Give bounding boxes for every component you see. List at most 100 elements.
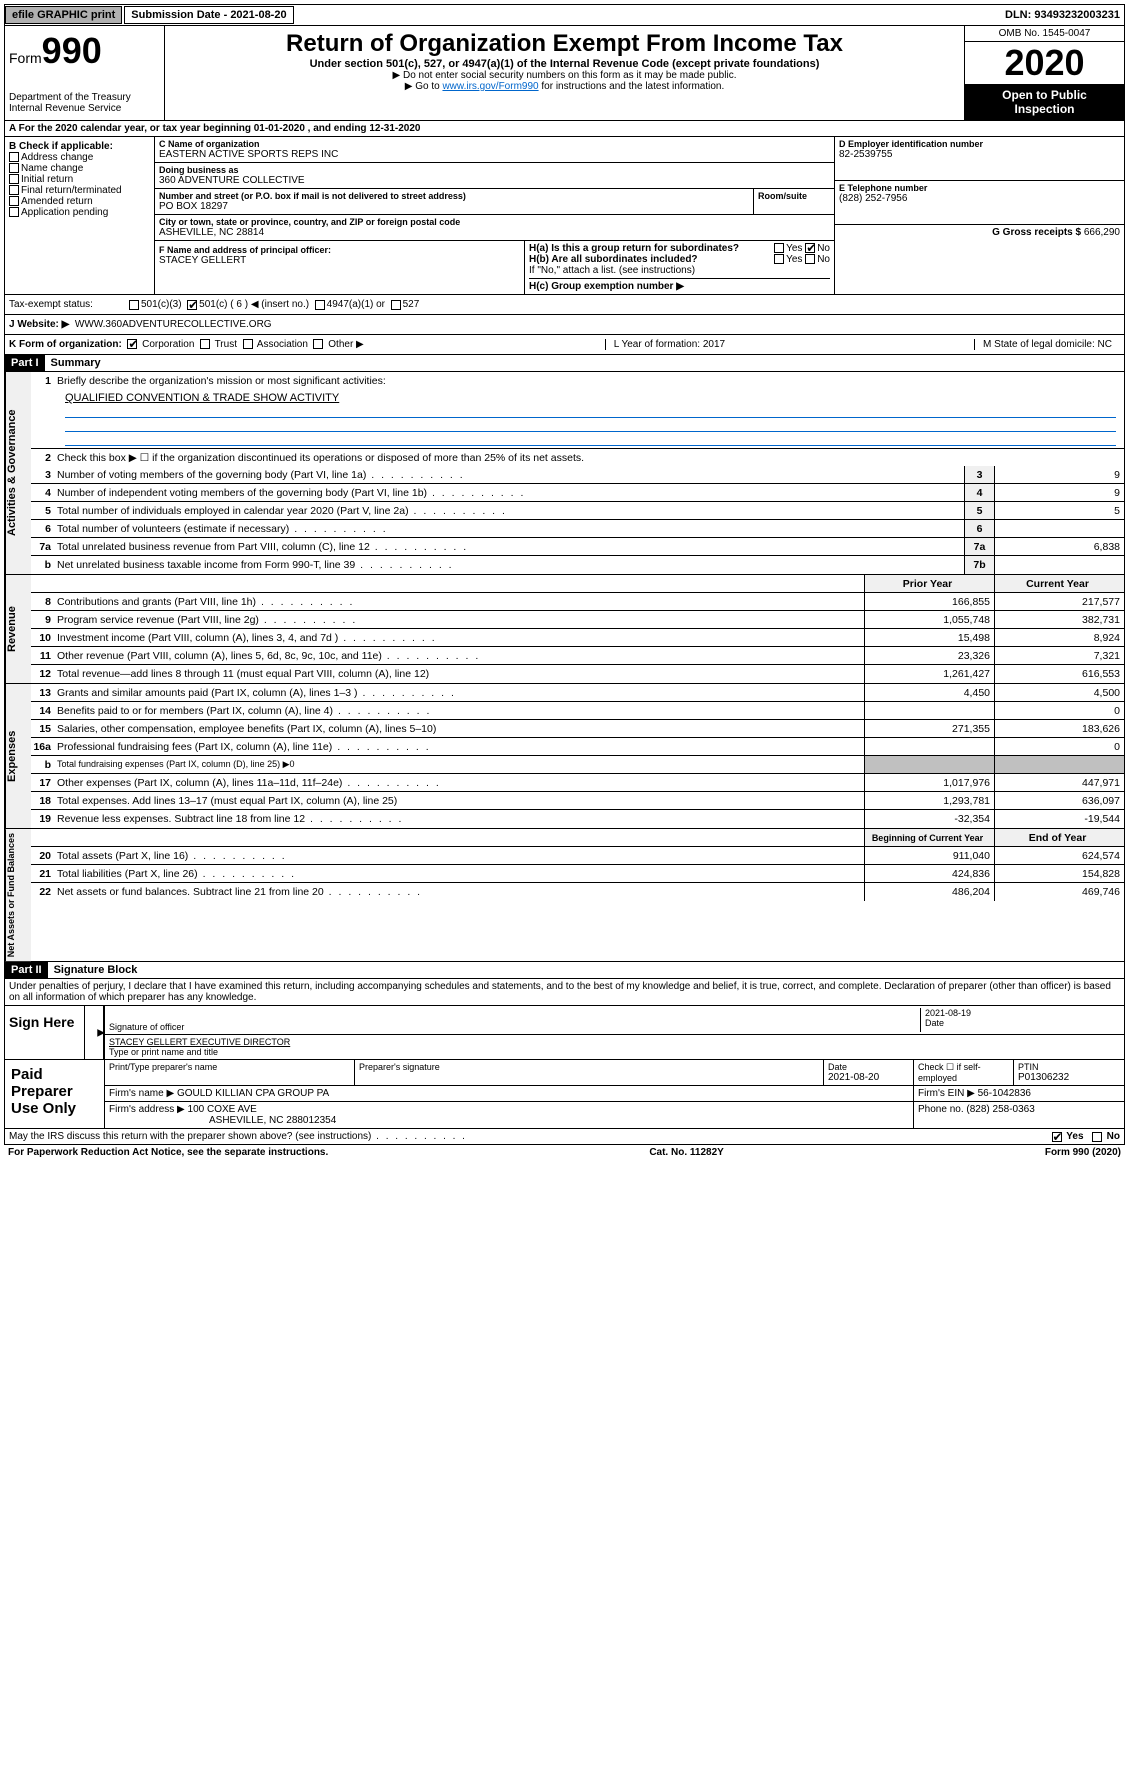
- line12-text: Total revenue—add lines 8 through 11 (mu…: [57, 666, 864, 682]
- line12-prior: 1,261,427: [864, 665, 994, 683]
- perjury-text: Under penalties of perjury, I declare th…: [4, 979, 1125, 1006]
- irs-link[interactable]: www.irs.gov/Form990: [442, 81, 538, 92]
- form-title: Return of Organization Exempt From Incom…: [169, 30, 960, 58]
- phone-value: (828) 252-7956: [839, 193, 1120, 204]
- label-corp: Corporation: [142, 339, 194, 350]
- dln-label: DLN: 93493232003231: [1005, 9, 1124, 21]
- line4-val: 9: [994, 484, 1124, 501]
- hb-yes[interactable]: [774, 254, 784, 264]
- line19-text: Revenue less expenses. Subtract line 18 …: [57, 811, 864, 827]
- prior-year-header: Prior Year: [864, 575, 994, 592]
- check-trust[interactable]: [200, 339, 210, 349]
- part2-header-row: Part II Signature Block: [4, 962, 1125, 979]
- line4-text: Number of independent voting members of …: [57, 485, 964, 501]
- line18-prior: 1,293,781: [864, 792, 994, 809]
- line9-prior: 1,055,748: [864, 611, 994, 628]
- ha-yes-label: Yes: [786, 243, 802, 254]
- check-other[interactable]: [313, 339, 323, 349]
- check-name-label: Name change: [21, 163, 83, 174]
- tab-governance: Activities & Governance: [5, 372, 31, 574]
- omb-number: OMB No. 1545-0047: [965, 26, 1124, 42]
- firm-addr1: 100 COXE AVE: [188, 1104, 257, 1115]
- current-year-header: Current Year: [994, 575, 1124, 592]
- check-final[interactable]: [9, 185, 19, 195]
- form-number: 990: [42, 30, 102, 71]
- summary-netassets: Net Assets or Fund Balances Beginning of…: [4, 829, 1125, 962]
- goto-post: for instructions and the latest informat…: [539, 81, 725, 92]
- efile-button[interactable]: efile GRAPHIC print: [5, 6, 122, 24]
- city-value: ASHEVILLE, NC 28814: [159, 227, 830, 238]
- line22-prior: 486,204: [864, 883, 994, 901]
- website-value: WWW.360ADVENTURECOLLECTIVE.ORG: [75, 319, 272, 330]
- gross-value: 666,290: [1084, 227, 1120, 238]
- check-address[interactable]: [9, 152, 19, 162]
- ha-yes[interactable]: [774, 243, 784, 253]
- submission-date: Submission Date - 2021-08-20: [124, 6, 293, 24]
- hb-note: If "No," attach a list. (see instruction…: [529, 265, 830, 276]
- check-initial[interactable]: [9, 174, 19, 184]
- cat-no: Cat. No. 11282Y: [649, 1147, 723, 1158]
- prep-h2: Preparer's signature: [359, 1062, 819, 1072]
- line7b-val: [994, 556, 1124, 574]
- line17-curr: 447,971: [994, 774, 1124, 791]
- summary-revenue: Revenue Prior YearCurrent Year 8Contribu…: [4, 575, 1125, 684]
- check-4947[interactable]: [315, 300, 325, 310]
- org-name-label: C Name of organization: [159, 139, 830, 149]
- org-name: EASTERN ACTIVE SPORTS REPS INC: [159, 149, 830, 160]
- check-corp[interactable]: [127, 339, 137, 349]
- identity-block: B Check if applicable: Address change Na…: [4, 137, 1125, 295]
- website-row: J Website: ▶ WWW.360ADVENTURECOLLECTIVE.…: [4, 315, 1125, 335]
- check-amended[interactable]: [9, 196, 19, 206]
- line6-text: Total number of volunteers (estimate if …: [57, 521, 964, 537]
- line19-curr: -19,544: [994, 810, 1124, 828]
- check-assoc[interactable]: [243, 339, 253, 349]
- check-501c3[interactable]: [129, 300, 139, 310]
- line20-text: Total assets (Part X, line 16): [57, 848, 864, 864]
- prep-h5: PTIN: [1018, 1062, 1120, 1072]
- hb-yes-label: Yes: [786, 254, 802, 265]
- sig-date-label: Date: [925, 1018, 1120, 1028]
- line21-curr: 154,828: [994, 865, 1124, 882]
- dba-label: Doing business as: [159, 165, 830, 175]
- line21-text: Total liabilities (Part X, line 26): [57, 866, 864, 882]
- begin-year-header: Beginning of Current Year: [864, 829, 994, 846]
- col-b-label: B Check if applicable:: [9, 141, 150, 152]
- line20-curr: 624,574: [994, 847, 1124, 864]
- line21-prior: 424,836: [864, 865, 994, 882]
- discuss-yes-label: Yes: [1066, 1131, 1083, 1142]
- tab-expenses: Expenses: [5, 684, 31, 828]
- discuss-no[interactable]: [1092, 1132, 1102, 1142]
- firm-name-label: Firm's name ▶: [109, 1088, 174, 1099]
- label-527: 527: [403, 299, 420, 310]
- mission-text: QUALIFIED CONVENTION & TRADE SHOW ACTIVI…: [65, 392, 1116, 404]
- line7a-val: 6,838: [994, 538, 1124, 555]
- hb-no[interactable]: [805, 254, 815, 264]
- discuss-yes[interactable]: [1052, 1132, 1062, 1142]
- check-527[interactable]: [391, 300, 401, 310]
- ha-no[interactable]: [805, 243, 815, 253]
- firm-name: GOULD KILLIAN CPA GROUP PA: [177, 1088, 329, 1099]
- summary-governance: Activities & Governance 1 Briefly descri…: [4, 372, 1125, 575]
- line6-val: [994, 520, 1124, 537]
- line16a-curr: 0: [994, 738, 1124, 755]
- line7a-text: Total unrelated business revenue from Pa…: [57, 539, 964, 555]
- tax-exempt-row: Tax-exempt status: 501(c)(3) 501(c) ( 6 …: [4, 295, 1125, 315]
- line17-text: Other expenses (Part IX, column (A), lin…: [57, 775, 864, 791]
- check-501c[interactable]: [187, 300, 197, 310]
- line14-text: Benefits paid to or for members (Part IX…: [57, 703, 864, 719]
- line8-prior: 166,855: [864, 593, 994, 610]
- summary-expenses: Expenses 13Grants and similar amounts pa…: [4, 684, 1125, 829]
- form-subtitle: Under section 501(c), 527, or 4947(a)(1)…: [169, 58, 960, 70]
- sign-arrow-icon: [85, 1006, 105, 1059]
- line22-curr: 469,746: [994, 883, 1124, 901]
- line10-curr: 8,924: [994, 629, 1124, 646]
- check-name[interactable]: [9, 163, 19, 173]
- firm-addr-label: Firm's address ▶: [109, 1104, 185, 1115]
- prep-ptin: P01306232: [1018, 1072, 1120, 1083]
- line14-prior: [864, 702, 994, 719]
- line1-text: Briefly describe the organization's miss…: [57, 373, 1124, 389]
- check-pending[interactable]: [9, 207, 19, 217]
- room-label: Room/suite: [758, 191, 830, 201]
- top-bar: efile GRAPHIC print Submission Date - 20…: [4, 4, 1125, 26]
- hc-label: H(c) Group exemption number ▶: [529, 281, 684, 292]
